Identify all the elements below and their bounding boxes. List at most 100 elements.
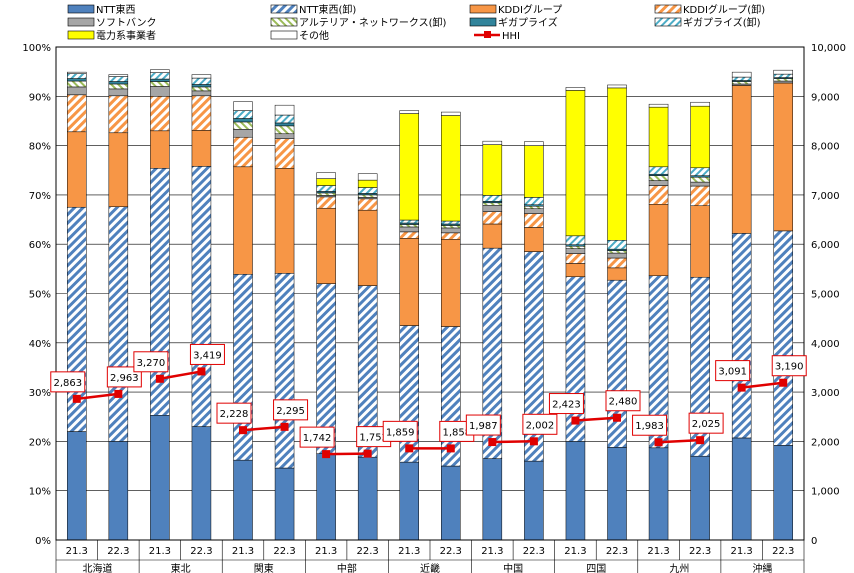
x-tick-label: 22.3 [357, 546, 379, 557]
bars [67, 69, 793, 541]
y-left-tick-label: 100% [22, 43, 51, 54]
region-label: 中部 [337, 562, 357, 573]
bar-segment [690, 176, 710, 183]
x-tick-label: 22.3 [190, 546, 212, 557]
y-left-tick-label: 10% [29, 487, 51, 498]
y-right-tick-label: 3,000 [811, 388, 840, 399]
bar-segment [607, 87, 627, 241]
bar-segment [67, 73, 87, 79]
bar-segment [565, 90, 586, 237]
hhi-label-box [106, 366, 142, 388]
y-right-tick-label: 10,000 [811, 43, 846, 54]
x-tick-label: 22.3 [107, 546, 129, 557]
hhi-label-box [50, 371, 86, 393]
bar-segment [441, 111, 461, 116]
bar-segment [233, 101, 253, 111]
hhi-marker [446, 444, 455, 453]
x-tick-label: 21.3 [66, 546, 88, 557]
hhi-marker [405, 444, 414, 453]
x-tick-label: 22.3 [606, 546, 628, 557]
bar-segment [316, 178, 336, 186]
hhi-data-label: 2,295 [276, 406, 305, 417]
hhi-label-box [299, 426, 335, 448]
legend-label: ソフトバンク [96, 17, 157, 29]
hhi-data-label: 1,752 [359, 433, 388, 444]
y-right-tick-label: 5,000 [811, 290, 840, 301]
bar-segment [648, 447, 669, 541]
x-tick-label: 22.3 [440, 546, 462, 557]
bar-segment [648, 204, 669, 277]
y-right-tick-label: 0 [811, 536, 817, 547]
hhi-data-label: 1,987 [469, 421, 498, 432]
legend-label: 電力系事業者 [96, 29, 156, 42]
hhi-data-label: 2,228 [220, 409, 249, 420]
legend-swatch [654, 17, 682, 27]
hhi-marker [72, 394, 81, 403]
bar-segment [607, 447, 627, 541]
bar-segment [524, 213, 544, 228]
x-tick-label: 21.3 [731, 546, 753, 557]
x-tick-label: 21.3 [315, 546, 337, 557]
hhi-marker [779, 378, 788, 387]
x-tick-label: 22.3 [273, 546, 295, 557]
hhi-label-box [632, 414, 668, 436]
bar-segment [357, 194, 378, 198]
hhi-marker [529, 437, 538, 446]
hhi-label-box [771, 355, 807, 377]
bar-segment [482, 195, 503, 202]
hhi-data-label: 2,423 [552, 400, 581, 411]
bar-segment [565, 87, 586, 91]
legend: NTT東西 NTT東西(卸) KDDIグループ KDDIグループ(卸) ソフトバンク アル… [67, 3, 765, 42]
bar-segment [607, 240, 627, 250]
hhi-label-box [189, 343, 225, 365]
hhi-data-label: 1,858 [442, 427, 471, 438]
hhi-data-label: 1,742 [303, 433, 332, 444]
bar-segment [108, 83, 129, 90]
bar-segment [648, 166, 669, 175]
bar-segment [191, 77, 212, 85]
hhi-label-box [605, 390, 641, 412]
hhi-marker [239, 426, 247, 435]
hhi-segment [658, 438, 701, 444]
bar-segment [316, 185, 336, 192]
bar-segment [399, 231, 419, 239]
bar-segment [441, 227, 461, 234]
legend-swatch [469, 4, 497, 14]
bar-segment [191, 86, 212, 92]
bar-segment [773, 80, 793, 84]
region-label: 九州 [669, 563, 689, 573]
bar-segment [607, 267, 627, 281]
bar-segment [108, 76, 129, 82]
region-label: 関東 [254, 562, 274, 573]
bar-segment [482, 458, 503, 541]
legend-label: アルテリア・ネットワークス(卸) [299, 16, 447, 29]
bar-segment [150, 86, 170, 97]
hhi-marker [613, 413, 621, 422]
bar-segment [316, 453, 336, 541]
x-tick-label: 21.3 [398, 546, 420, 557]
bar-segment [565, 248, 586, 254]
bar-segment [731, 85, 752, 234]
bar-segment [399, 224, 419, 228]
bar-segment [607, 279, 627, 448]
bar-segment [67, 86, 87, 96]
bar-segment [233, 136, 253, 168]
y-right-tick-label: 8,000 [811, 142, 840, 153]
bar-segment [773, 73, 793, 78]
region-label: 四国 [586, 563, 606, 573]
legend-label: ギガプライズ [498, 16, 558, 29]
legend-label: KDDIグループ [498, 3, 562, 16]
x-tick-label: 21.3 [232, 546, 254, 557]
legend-label: NTT東西 [96, 3, 136, 16]
bar-segment [773, 78, 793, 82]
bar-segment [731, 437, 752, 541]
bar-segment [150, 81, 170, 87]
bar-segment [399, 461, 419, 541]
bar-segment [648, 175, 669, 181]
legend-swatch [270, 4, 298, 14]
bar-segment [191, 74, 212, 79]
bar-segment [191, 130, 212, 167]
region-label: 近畿 [420, 562, 440, 573]
legend-swatch [270, 17, 298, 27]
hhi-segment [242, 425, 285, 432]
